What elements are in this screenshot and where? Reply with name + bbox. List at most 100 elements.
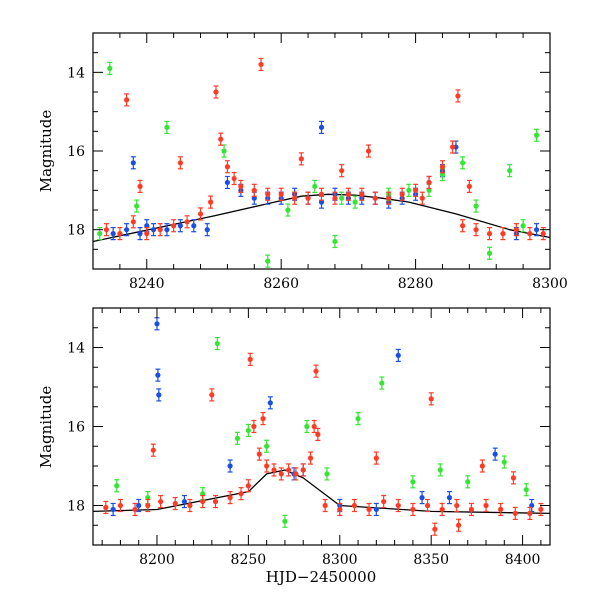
bottom-green-marker: [245, 427, 251, 434]
bottom-ticks: 8200 8250 8300 8350 8400 14 16 18: [67, 307, 550, 568]
bottom-red-marker: [313, 368, 319, 374]
top-red-marker: [305, 195, 311, 201]
bottom-red-point: [432, 522, 438, 536]
top-red-point: [419, 191, 425, 205]
bottom-blue-marker: [419, 495, 425, 501]
bottom-blue-point: [267, 396, 273, 410]
top-red-marker: [386, 195, 392, 201]
bottom-blue-point: [492, 447, 498, 461]
bottom-blue-point: [446, 491, 453, 505]
bottom-red-marker: [212, 498, 219, 505]
top-green-marker: [486, 250, 493, 256]
top-red-point: [208, 195, 214, 209]
top-red-marker: [318, 191, 325, 197]
top-blue-marker: [150, 227, 157, 233]
bottom-blue-marker: [492, 451, 498, 457]
top-green-marker: [221, 148, 227, 154]
bottom-red-marker: [187, 502, 193, 509]
top-blue-point: [204, 223, 210, 237]
top-red-marker: [455, 93, 461, 99]
bottom-red-point: [479, 459, 485, 473]
bottom-green-point: [379, 376, 385, 390]
top-green-marker: [533, 132, 540, 138]
top-green-point: [312, 179, 318, 193]
top-red-marker: [500, 231, 506, 237]
bottom-red-point: [260, 412, 266, 426]
bottom-red-marker: [512, 510, 518, 516]
top-red-point: [527, 227, 533, 241]
top-blue-point: [177, 219, 183, 233]
bottom-green-point: [264, 439, 270, 453]
bottom-green-marker: [214, 340, 220, 347]
bottom-red-point: [483, 498, 489, 513]
top-blue-marker: [224, 179, 231, 186]
bottom-blue-point: [156, 388, 162, 402]
top-red-point: [251, 183, 257, 197]
top-red-marker: [372, 195, 378, 201]
bottom-blue-marker: [446, 495, 453, 501]
bottom-xtick-label: 8400: [505, 552, 541, 568]
top-red-marker: [197, 211, 204, 217]
top-blue-point: [191, 219, 197, 233]
top-red-point: [365, 144, 372, 158]
bottom-xtick-label: 8350: [413, 552, 449, 568]
bottom-red-point: [117, 498, 124, 513]
bottom-red-point: [337, 502, 343, 517]
top-blue-marker: [191, 223, 197, 229]
bottom-red-point: [187, 498, 193, 513]
bottom-red-marker: [322, 502, 328, 509]
bottom-blue-marker: [227, 463, 233, 469]
top-red-marker: [171, 223, 177, 229]
top-blue-point: [150, 223, 157, 237]
top-ytick-label: 16: [67, 144, 85, 160]
top-blue-marker: [130, 160, 136, 166]
bottom-red-marker: [209, 392, 215, 398]
bottom-red-point: [209, 388, 215, 402]
bottom-model-curve: [93, 469, 550, 515]
bottom-red-marker: [172, 500, 178, 507]
bottom-red-marker: [527, 510, 533, 516]
top-green-point: [339, 191, 345, 205]
top-green-point: [134, 199, 140, 213]
bottom-red-point: [456, 518, 462, 532]
top-red-marker: [332, 195, 338, 201]
bottom-green-point: [234, 431, 241, 445]
top-red-marker: [137, 183, 143, 189]
top-red-point: [218, 132, 224, 146]
top-red-point: [137, 179, 143, 193]
top-red-point: [224, 160, 231, 174]
bottom-blue-marker: [110, 506, 116, 513]
bottom-red-point: [150, 443, 156, 457]
top-red-marker: [292, 195, 298, 201]
bottom-green-point: [214, 336, 220, 351]
top-green-point: [533, 128, 540, 142]
top-red-marker: [265, 191, 271, 197]
top-red-marker: [184, 219, 190, 225]
bottom-green-point: [245, 423, 251, 438]
bottom-blue-marker: [155, 372, 161, 378]
top-blue-marker: [137, 231, 143, 237]
top-red-marker: [412, 187, 419, 193]
bottom-red-point: [424, 498, 431, 513]
bottom-green-point: [523, 483, 529, 497]
top-red-marker: [460, 223, 466, 229]
bottom-red-point: [158, 494, 164, 509]
top-green-point: [460, 156, 466, 170]
top-blue-point: [533, 223, 540, 237]
bottom-green-point: [114, 479, 120, 493]
bottom-green-point: [501, 455, 507, 469]
top-red-point: [412, 183, 419, 197]
bottom-red-marker: [483, 502, 489, 509]
top-red-point: [298, 152, 304, 166]
bottom-xtick-label: 8250: [231, 552, 267, 568]
top-blue-point: [124, 223, 130, 237]
bottom-red-point: [366, 502, 372, 517]
bottom-red-point: [256, 447, 262, 461]
top-red-marker: [251, 187, 257, 193]
top-red-point: [399, 187, 405, 201]
bottom-red-marker: [366, 506, 372, 513]
top-red-marker: [419, 195, 425, 201]
top-red-point: [292, 191, 298, 205]
bottom-red-marker: [158, 498, 164, 505]
